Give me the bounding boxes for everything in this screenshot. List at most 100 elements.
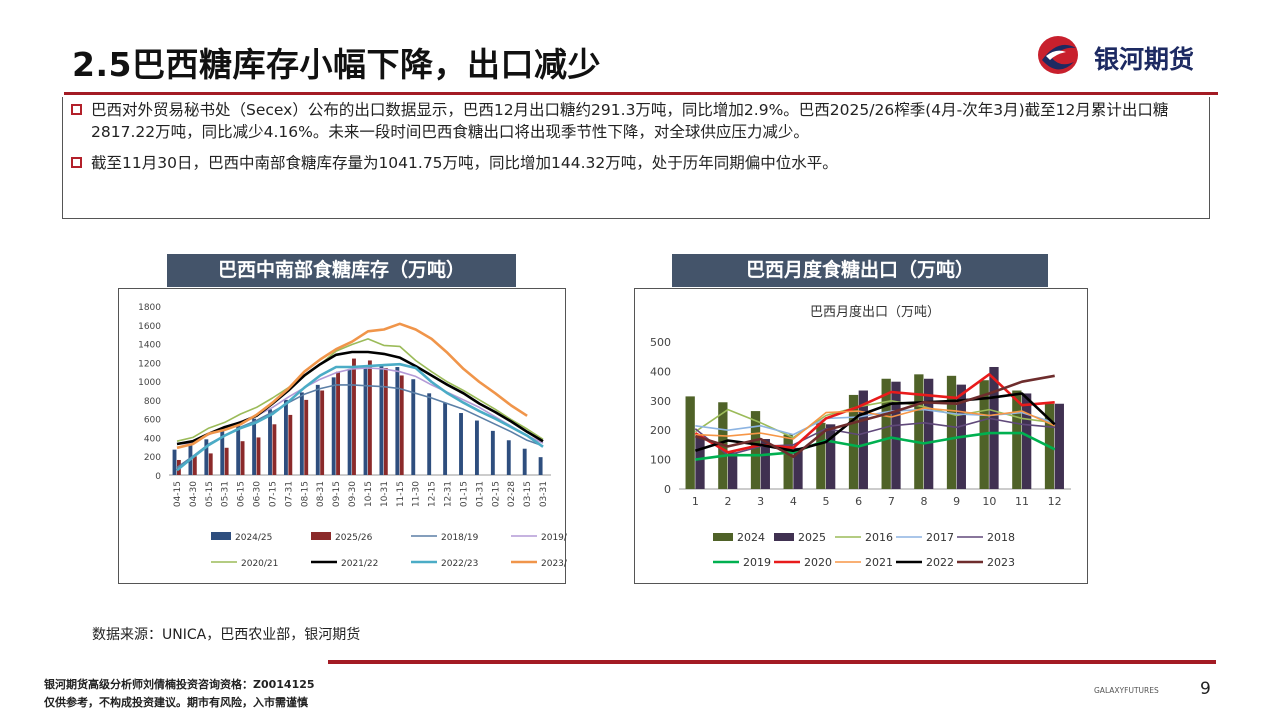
bar: [204, 439, 209, 475]
legend-label: 2017: [926, 531, 954, 544]
export-chart: 巴西月度出口（万吨） 0 100 200 300 400 500 1 2 3 4 5 6 7 8 9 10 11 1…: [634, 288, 1088, 584]
bullet-text: 截至11月30日，巴西中南部食糖库存量为1041.75万吨，同比增加144.32…: [91, 154, 838, 172]
x-tick-label: 6: [855, 495, 862, 508]
legend-label: 2025/26: [335, 533, 373, 543]
bar: [728, 452, 738, 489]
legend-swatch: [713, 533, 733, 541]
series-line: [694, 374, 1055, 458]
series-line: [694, 417, 1055, 456]
bar: [411, 379, 416, 475]
bar: [750, 411, 761, 489]
y-tick-label: 0: [664, 483, 671, 496]
bar: [336, 371, 341, 475]
bar: [1022, 393, 1032, 489]
x-tick-label: 12-15: [428, 481, 438, 507]
square-bullet-icon: [71, 104, 82, 115]
x-tick-label: 11: [1015, 495, 1029, 508]
legend-swatch: [311, 532, 331, 540]
legend-label: 2019/20: [541, 533, 567, 543]
bar: [172, 449, 177, 475]
x-tick-label: 8: [921, 495, 928, 508]
bar: [946, 375, 957, 489]
legend-label: 2025: [798, 531, 826, 544]
y-tick-label: 1200: [138, 359, 161, 369]
y-tick-label: 1000: [138, 378, 161, 388]
bar: [347, 368, 352, 475]
bar: [1054, 403, 1064, 489]
bar: [224, 447, 229, 475]
bar: [268, 409, 272, 475]
x-tick-label: 10-31: [380, 481, 390, 507]
x-tick-label: 12: [1048, 495, 1062, 508]
page-title: 2.5巴西糖库存小幅下降，出口减少: [72, 45, 601, 84]
x-tick-label: 08-15: [300, 481, 310, 507]
legend-label: 2016: [865, 531, 893, 544]
bar: [522, 448, 527, 475]
y-tick-label: 600: [144, 416, 161, 426]
logo-text: 银河期货: [1094, 45, 1195, 74]
x-tick-label: 06-15: [237, 481, 247, 507]
y-tick-label: 100: [650, 454, 671, 467]
bar: [760, 439, 770, 489]
y-tick-label: 200: [144, 453, 161, 463]
x-tick-label: 9: [953, 495, 960, 508]
bar: [848, 394, 859, 489]
series-line: [176, 338, 544, 442]
x-tick-label: 02-28: [507, 481, 517, 507]
x-tick-label: 03-15: [523, 481, 533, 507]
series-line: [176, 362, 544, 472]
x-tick-label: 02-15: [491, 481, 501, 507]
bar: [826, 424, 836, 489]
bar: [352, 358, 356, 475]
bar: [272, 424, 277, 475]
x-tick-label: 01-15: [459, 481, 469, 507]
inventory-chart: 0 200 400 600 800 1000 1200 1400 1600 1800 04-15 04…: [118, 288, 567, 584]
legend-label: 2024/25: [235, 533, 272, 543]
x-tick-label: 07-15: [268, 481, 278, 507]
bar: [858, 390, 868, 489]
bar: [315, 384, 320, 475]
bullet-item: 截至11月30日，巴西中南部食糖库存量为1041.75万吨，同比增加144.32…: [71, 152, 1201, 174]
footer-brand: GALAXYFUTURES: [1094, 686, 1159, 695]
bar: [443, 402, 448, 475]
data-source: 数据来源：UNICA，巴西农业部，银河期货: [92, 627, 361, 643]
x-tick-label: 04-30: [189, 481, 199, 507]
legend-label: 2024: [737, 531, 765, 544]
summary-box: 巴西对外贸易秘书处（Secex）公布的出口数据显示，巴西12月出口糖约291.3…: [62, 97, 1210, 219]
bar: [367, 360, 372, 475]
series-line: [695, 407, 1056, 440]
bar: [363, 365, 368, 475]
x-tick-label: 2: [725, 495, 732, 508]
series-line: [694, 373, 1055, 454]
bar: [192, 456, 197, 475]
chart-title: 巴西月度出口（万吨）: [810, 304, 940, 320]
series-line: [176, 350, 544, 446]
legend-label: 2023: [987, 556, 1015, 569]
galaxy-logo-icon: [1038, 36, 1078, 74]
bar: [427, 393, 432, 475]
x-tick-label: 11-15: [396, 481, 406, 507]
bar: [695, 437, 705, 489]
x-tick-label: 09-15: [332, 481, 342, 507]
analyst-credential: 银河期货高级分析师刘倩楠投资咨询资格：Z0014125: [44, 678, 315, 691]
bar: [220, 429, 225, 475]
legend-label: 2018: [987, 531, 1015, 544]
y-tick-label: 1800: [138, 303, 161, 313]
bar: [208, 453, 213, 475]
bar: [299, 392, 304, 475]
bar: [399, 375, 404, 475]
x-tick-label: 11-30: [412, 481, 422, 507]
bar: [240, 441, 245, 475]
x-tick-label: 1: [692, 495, 699, 508]
bar: [331, 377, 336, 475]
legend-label: 2019: [743, 556, 771, 569]
bullet-item: 巴西对外贸易秘书处（Secex）公布的出口数据显示，巴西12月出口糖约291.3…: [71, 99, 1201, 143]
y-tick-label: 400: [144, 434, 161, 444]
bar: [320, 390, 325, 475]
bullet-text: 巴西对外贸易秘书处（Secex）公布的出口数据显示，巴西12月出口糖约291.3…: [91, 101, 1169, 141]
bar: [252, 418, 257, 475]
x-tick-label: 10-15: [364, 481, 374, 507]
y-tick-label: 0: [155, 472, 161, 482]
legend-label: 2022: [926, 556, 954, 569]
y-tick-label: 800: [144, 397, 161, 407]
